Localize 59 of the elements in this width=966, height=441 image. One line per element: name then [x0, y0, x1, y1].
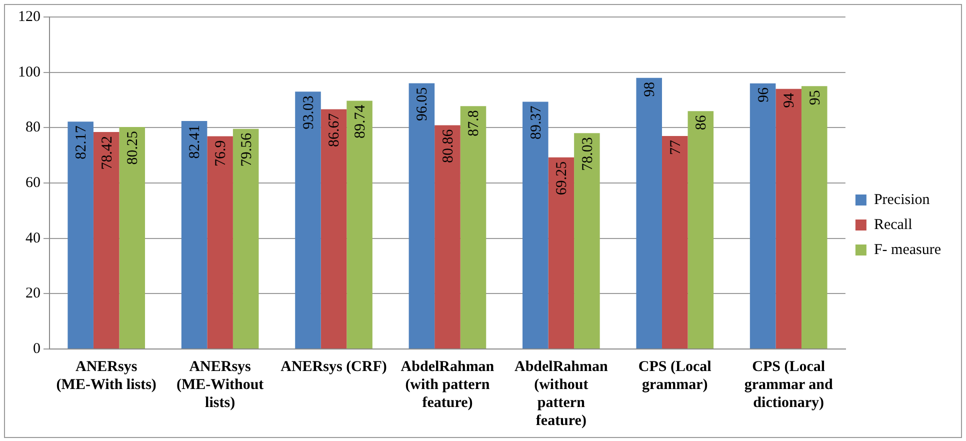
x-tick-label: AbdelRahman (without pattern feature) [514, 358, 609, 429]
bar [434, 125, 460, 348]
data-label: 79.56 [238, 132, 255, 167]
bar [776, 88, 802, 348]
x-tick-label: ANERsys (ME-With lists) [56, 358, 156, 393]
bar [93, 132, 120, 348]
bar [346, 100, 372, 348]
data-label: 80.86 [440, 128, 456, 164]
bar [801, 86, 828, 348]
data-label: 89.37 [528, 105, 544, 140]
bar [119, 126, 146, 348]
data-label: 87.8 [466, 110, 482, 136]
x-tick-label: ANERsys (CRF) [280, 358, 387, 375]
bar [460, 106, 486, 348]
bar [574, 133, 600, 348]
data-label: 82.41 [187, 125, 204, 159]
data-label: 89.74 [352, 104, 368, 138]
bar [181, 121, 208, 348]
bar [662, 136, 688, 348]
x-tick-label: CPS (Local grammar) [638, 358, 712, 393]
legend-label: F- measure [874, 242, 942, 258]
x-tick-label: CPS (Local grammar and dictionary) [744, 358, 834, 411]
y-tick-label: 120 [18, 8, 40, 25]
data-label: 86 [694, 114, 710, 130]
y-tick-label: 80 [26, 120, 40, 136]
data-label: 78.42 [99, 136, 116, 170]
data-label: 86.67 [326, 112, 343, 147]
data-label: 93.03 [300, 96, 317, 130]
data-label: 80.25 [125, 130, 142, 165]
legend-label: Precision [874, 192, 930, 208]
y-tick-label: 100 [18, 64, 40, 80]
data-label: 78.03 [580, 137, 596, 171]
bar [295, 92, 321, 348]
data-label: 69.25 [554, 161, 570, 196]
data-label: 96.05 [414, 87, 431, 122]
data-label: 77 [668, 139, 684, 155]
x-tick-label: AbdelRahman (with pattern feature) [400, 358, 495, 411]
bar [750, 83, 776, 348]
bar [636, 78, 662, 348]
bar [548, 157, 574, 348]
bar [522, 102, 548, 348]
data-label: 76.9 [212, 140, 229, 166]
legend-label: Recall [874, 216, 912, 233]
data-label: 98 [642, 82, 658, 97]
bar [320, 109, 347, 348]
x-tick-label: ANERsys (ME-Without lists) [176, 358, 264, 411]
bar [68, 122, 94, 348]
bar [408, 83, 435, 348]
data-label: 94 [782, 92, 798, 108]
y-tick-label: 20 [26, 286, 40, 302]
bar [232, 128, 259, 348]
data-label: 95 [807, 90, 824, 106]
y-tick-label: 60 [26, 174, 40, 191]
bar [207, 136, 233, 348]
data-label: 82.17 [74, 125, 90, 160]
y-tick-label: 40 [26, 230, 40, 246]
bar [688, 111, 714, 348]
data-label: 96 [756, 86, 772, 102]
y-tick-label: 0 [33, 340, 40, 357]
